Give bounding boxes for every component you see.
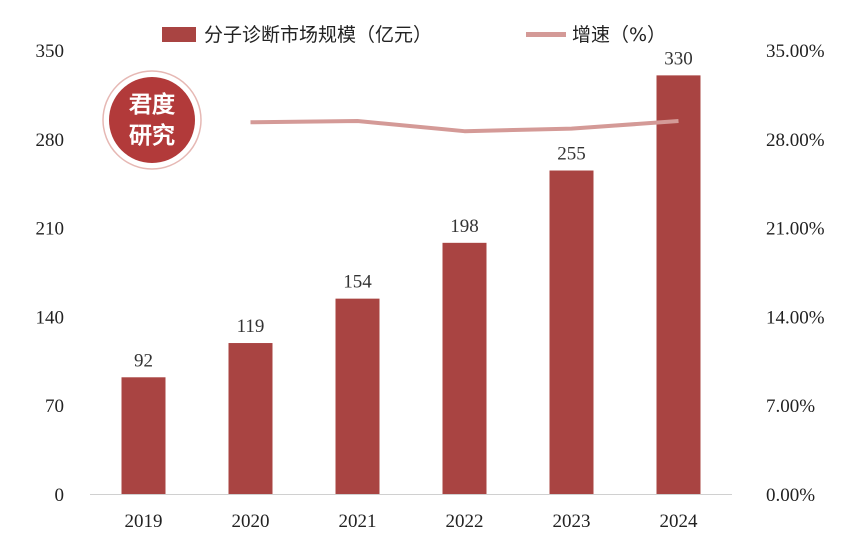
- bar: [657, 75, 701, 494]
- left-tick-label: 280: [36, 130, 65, 151]
- stamp-disc: [109, 77, 195, 163]
- bar: [336, 299, 380, 494]
- bar: [229, 343, 273, 494]
- watermark-stamp: 君度 研究: [103, 71, 201, 169]
- right-axis: 0.00% 7.00% 14.00% 21.00% 28.00% 35.00%: [766, 41, 825, 506]
- legend-bar-label: 分子诊断市场规模（亿元）: [204, 24, 432, 46]
- x-tick-label: 2020: [232, 511, 270, 532]
- bar-data-label: 154: [343, 272, 372, 293]
- right-tick-label: 14.00%: [766, 307, 825, 328]
- right-tick-label: 21.00%: [766, 219, 825, 240]
- bar-data-labels: 92 119 154 198 255 330: [134, 48, 693, 371]
- bar-data-label: 330: [664, 48, 693, 69]
- stamp-line-2: 研究: [129, 122, 175, 149]
- right-tick-label: 7.00%: [766, 396, 815, 417]
- x-tick-label: 2023: [553, 511, 591, 532]
- bar: [550, 171, 594, 494]
- x-tick-label: 2024: [660, 511, 699, 532]
- x-tick-label: 2022: [446, 511, 484, 532]
- legend-line-label: 增速（%）: [572, 24, 666, 46]
- x-tick-label: 2019: [125, 511, 163, 532]
- left-tick-label: 70: [45, 396, 64, 417]
- bar-series: [122, 75, 701, 494]
- stamp-line-1: 君度: [129, 91, 176, 118]
- legend-bar-swatch: [162, 27, 196, 42]
- left-tick-label: 210: [36, 219, 65, 240]
- bar: [122, 377, 166, 494]
- x-axis: 2019 2020 2021 2022 2023 2024: [90, 495, 732, 533]
- growth-line-series: [250, 121, 678, 131]
- right-tick-label: 0.00%: [766, 485, 815, 506]
- right-tick-label: 28.00%: [766, 130, 825, 151]
- bar-data-label: 119: [237, 316, 265, 337]
- x-tick-label: 2021: [339, 511, 377, 532]
- right-tick-label: 35.00%: [766, 41, 825, 62]
- left-tick-label: 0: [55, 485, 65, 506]
- bar-data-label: 92: [134, 350, 153, 371]
- growth-line: [251, 121, 679, 131]
- bar-data-label: 255: [557, 144, 586, 165]
- left-tick-label: 140: [36, 307, 65, 328]
- left-tick-label: 350: [36, 41, 65, 62]
- bar: [443, 243, 487, 494]
- left-axis: 0 70 140 210 280 350: [36, 41, 65, 506]
- legend: 分子诊断市场规模（亿元） 增速（%）: [162, 24, 666, 46]
- bar-data-label: 198: [450, 216, 479, 237]
